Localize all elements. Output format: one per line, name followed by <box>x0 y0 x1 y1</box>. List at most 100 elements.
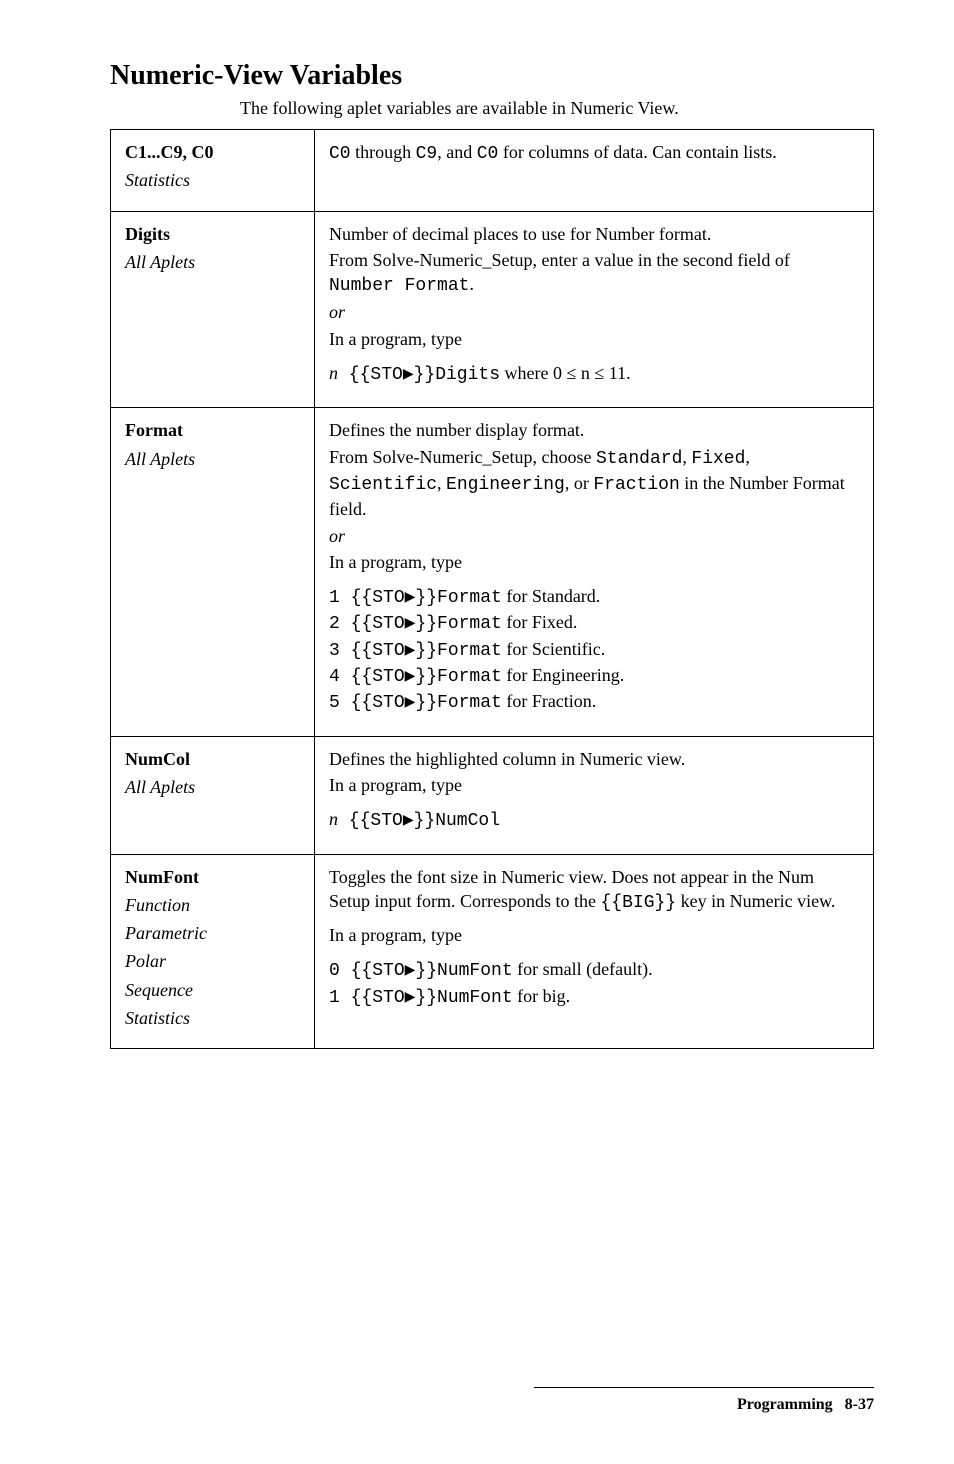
triangle-icon: ▶ <box>405 642 416 661</box>
footer-label: Programming <box>737 1396 833 1413</box>
var-cell-desc: C0 through C9, and C0 for columns of dat… <box>315 130 874 212</box>
code-text: Digits <box>435 365 500 385</box>
var-aplets: All Aplets <box>125 447 300 471</box>
code-text: Format <box>437 614 502 634</box>
var-cell-left: Digits All Aplets <box>111 211 315 408</box>
code-text: C9 <box>416 144 438 164</box>
triangle-icon: ▶ <box>405 694 416 713</box>
option-line: 0 {{STO▶}}NumFont for small (default). <box>329 957 859 983</box>
desc-text: , <box>437 473 446 493</box>
code-text: }} <box>415 693 437 713</box>
var-cell-desc: Defines the number display format. From … <box>315 408 874 736</box>
option-line: 4 {{STO▶}}Format for Engineering. <box>329 663 859 689</box>
code-text: }} <box>415 667 437 687</box>
code-text: 3 <box>329 641 340 661</box>
footer-rule <box>534 1387 874 1388</box>
code-text: }} <box>415 988 437 1008</box>
code-text: C0 <box>329 144 351 164</box>
code-text: 0 <box>329 961 340 981</box>
code-text: {{STO <box>338 365 403 385</box>
table-row: NumFont Function Parametric Polar Sequen… <box>111 854 874 1049</box>
page-footer: Programming 8-37 <box>534 1387 874 1414</box>
code-text: }} <box>415 614 437 634</box>
code-text: {{BIG}} <box>600 893 676 913</box>
variables-table: C1...C9, C0 Statistics C0 through C9, an… <box>110 129 874 1049</box>
desc-text: Defines the highlighted column in Numeri… <box>329 747 859 771</box>
var-name: C1...C9, C0 <box>125 142 214 162</box>
footer-text: Programming 8-37 <box>534 1396 874 1414</box>
var-aplets: Statistics <box>125 1006 300 1030</box>
code-text: {{STO <box>340 614 405 634</box>
code-text: 1 <box>329 588 340 608</box>
desc-text: In a program, type <box>329 773 859 797</box>
code-text: C0 <box>477 144 499 164</box>
var-name: Digits <box>125 224 170 244</box>
code-text: {{STO <box>340 641 405 661</box>
desc-text: for Fraction. <box>502 691 596 711</box>
triangle-icon: ▶ <box>405 668 416 687</box>
code-text: Number Format <box>329 276 469 296</box>
triangle-icon: ▶ <box>403 366 414 385</box>
triangle-icon: ▶ <box>405 989 416 1008</box>
var-aplets: Function <box>125 893 300 917</box>
code-text: 5 <box>329 693 340 713</box>
var-cell-desc: Defines the highlighted column in Numeri… <box>315 736 874 854</box>
desc-text: From Solve-Numeric_Setup, enter a value … <box>329 250 790 270</box>
desc-text: Number of decimal places to use for Numb… <box>329 222 859 246</box>
code-text: }} <box>414 365 436 385</box>
desc-text: for Scientific. <box>502 639 605 659</box>
desc-text: key in Numeric view. <box>676 891 835 911</box>
table-row: Digits All Aplets Number of decimal plac… <box>111 211 874 408</box>
table-row: C1...C9, C0 Statistics C0 through C9, an… <box>111 130 874 212</box>
table-row: Format All Aplets Defines the number dis… <box>111 408 874 736</box>
triangle-icon: ▶ <box>403 812 414 831</box>
triangle-icon: ▶ <box>405 589 416 608</box>
expr-n: n <box>329 809 338 829</box>
option-line: 5 {{STO▶}}Format for Fraction. <box>329 689 859 715</box>
or-text: or <box>329 300 859 324</box>
code-text: }} <box>415 588 437 608</box>
code-text: {{STO <box>340 667 405 687</box>
options-block: 0 {{STO▶}}NumFont for small (default). 1… <box>329 957 859 1010</box>
code-text: Engineering <box>446 475 565 495</box>
var-cell-desc: Toggles the font size in Numeric view. D… <box>315 854 874 1049</box>
desc-text: In a program, type <box>329 923 859 947</box>
code-text: Format <box>437 667 502 687</box>
desc-text: , and <box>437 142 477 162</box>
expr-n: n <box>329 363 338 383</box>
code-text: {{STO <box>338 811 403 831</box>
desc-text: for Engineering. <box>502 665 624 685</box>
code-text: Scientific <box>329 475 437 495</box>
var-cell-left: Format All Aplets <box>111 408 315 736</box>
option-line: 3 {{STO▶}}Format for Scientific. <box>329 637 859 663</box>
var-aplets: All Aplets <box>125 775 300 799</box>
options-block: 1 {{STO▶}}Format for Standard. 2 {{STO▶}… <box>329 584 859 715</box>
desc-text: . <box>469 274 474 294</box>
desc-text: From Solve-Numeric_Setup, choose Standar… <box>329 445 859 522</box>
code-text: NumFont <box>437 961 513 981</box>
code-text: 1 <box>329 988 340 1008</box>
table-row: NumCol All Aplets Defines the highlighte… <box>111 736 874 854</box>
desc-text: , or <box>565 473 594 493</box>
footer-page: 8-37 <box>845 1396 874 1413</box>
intro-text: The following aplet variables are availa… <box>110 98 874 119</box>
section-title: Numeric-View Variables <box>110 60 874 92</box>
triangle-icon: ▶ <box>405 615 416 634</box>
expression: n {{STO▶}}NumCol <box>329 807 859 833</box>
var-name: Format <box>125 420 183 440</box>
desc-text: where 0 ≤ n ≤ 11. <box>500 363 631 383</box>
code-text: {{STO <box>340 588 405 608</box>
code-text: }} <box>415 961 437 981</box>
desc-text: In a program, type <box>329 327 859 351</box>
var-cell-left: NumFont Function Parametric Polar Sequen… <box>111 854 315 1049</box>
option-line: 1 {{STO▶}}Format for Standard. <box>329 584 859 610</box>
code-text: Standard <box>596 449 682 469</box>
var-cell-left: NumCol All Aplets <box>111 736 315 854</box>
code-text: Format <box>437 588 502 608</box>
desc-text: From Solve-Numeric_Setup, enter a value … <box>329 248 859 299</box>
code-text: NumCol <box>435 811 500 831</box>
desc-text: for Fixed. <box>502 612 578 632</box>
code-text: 4 <box>329 667 340 687</box>
var-name: NumFont <box>125 867 199 887</box>
desc-text: for columns of data. Can contain lists. <box>498 142 776 162</box>
